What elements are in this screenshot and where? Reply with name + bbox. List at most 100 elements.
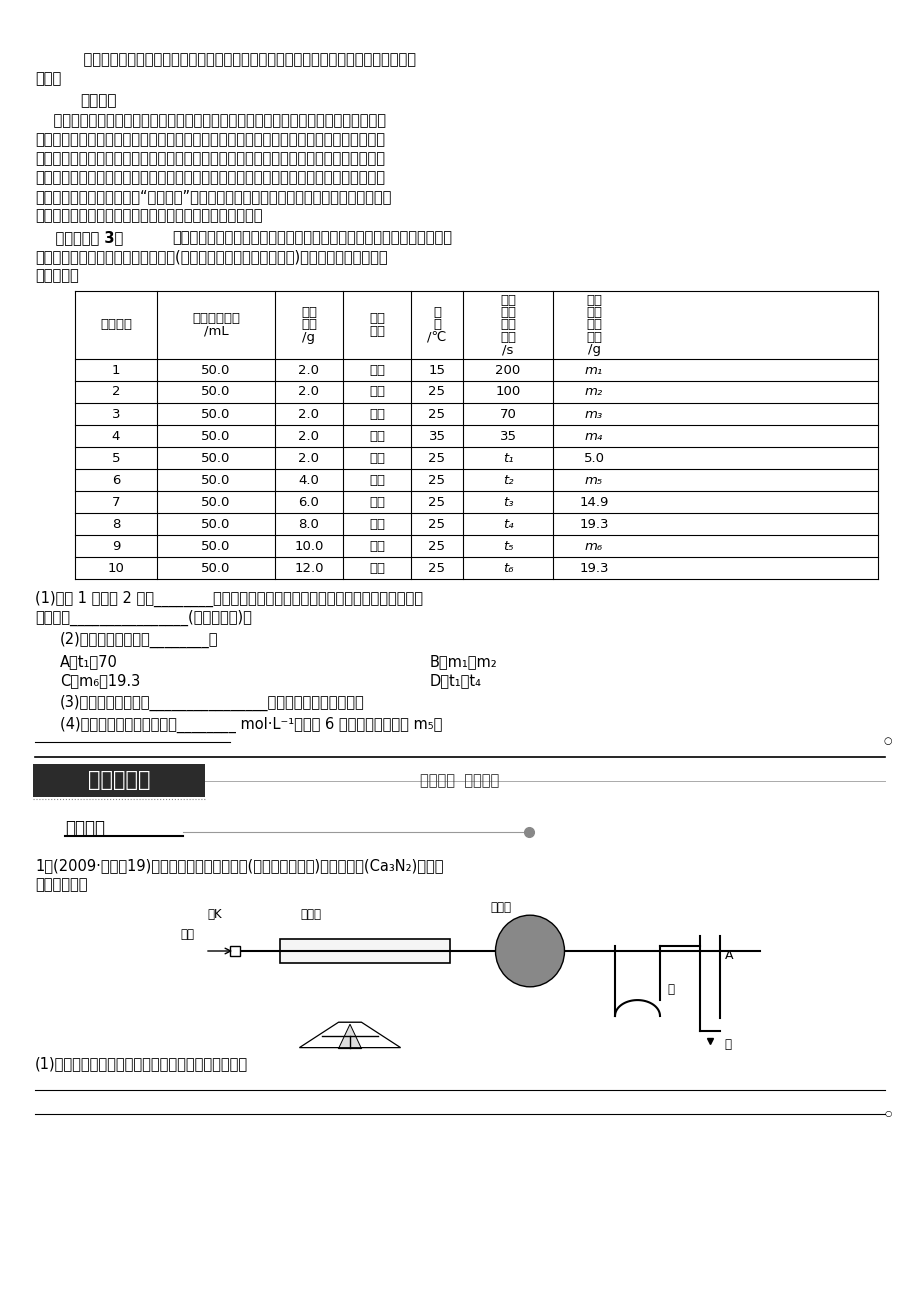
Text: D．t₁＞t₄: D．t₁＞t₄: [429, 673, 482, 687]
Text: 6.0: 6.0: [299, 496, 319, 509]
Text: 水: 水: [724, 1038, 731, 1051]
Text: 5: 5: [111, 452, 120, 465]
Text: 的组合，组合的一般原则是“变一定多”，即保持其他变量不变，改变其中一个变量的值进行: 的组合，组合的一般原则是“变一定多”，即保持其他变量不变，改变其中一个变量的值进…: [35, 189, 391, 204]
Text: 粉末: 粉末: [369, 561, 384, 574]
Text: 25: 25: [428, 474, 445, 487]
Text: m₆: m₆: [584, 539, 603, 552]
Text: 5.0: 5.0: [583, 452, 604, 465]
Text: 质量: 质量: [301, 319, 317, 332]
Text: C．m₆＝19.3: C．m₆＝19.3: [60, 673, 140, 687]
Text: 50.0: 50.0: [201, 474, 231, 487]
Text: 14.9: 14.9: [579, 496, 608, 509]
Text: 50.0: 50.0: [201, 363, 231, 376]
Text: /g: /g: [587, 344, 600, 357]
Text: 3: 3: [111, 408, 120, 421]
Text: 200: 200: [494, 363, 520, 376]
Text: 50.0: 50.0: [201, 561, 231, 574]
Text: m₂: m₂: [584, 385, 603, 398]
Text: t₂: t₂: [502, 474, 513, 487]
Text: 硫酸: 硫酸: [585, 306, 601, 319]
Text: 6: 6: [112, 474, 120, 487]
Text: (1)按图连接好实验装置。检查装置的气密性，方法是: (1)按图连接好实验装置。检查装置的气密性，方法是: [35, 1056, 248, 1072]
Text: 金属馒: 金属馒: [300, 907, 321, 921]
Text: 8: 8: [112, 517, 120, 530]
Text: B．m₁＜m₂: B．m₁＜m₂: [429, 654, 497, 669]
Text: 颗粒: 颗粒: [369, 408, 384, 421]
Text: t₄: t₄: [502, 517, 513, 530]
Text: A．t₁＜70: A．t₁＜70: [60, 654, 118, 669]
Text: 50.0: 50.0: [201, 430, 231, 443]
Text: 颗粒: 颗粒: [369, 430, 384, 443]
Text: /mL: /mL: [203, 324, 228, 337]
Text: 50.0: 50.0: [201, 517, 231, 530]
Text: 19.3: 19.3: [579, 561, 608, 574]
Text: 2.0: 2.0: [298, 363, 319, 376]
Text: 解题策略: 解题策略: [80, 92, 117, 108]
Text: 时间: 时间: [499, 331, 516, 344]
Text: 70: 70: [499, 408, 516, 421]
Polygon shape: [299, 1022, 400, 1048]
Text: 4.0: 4.0: [299, 474, 319, 487]
Text: 处理相关实验问题时，需要注意以下内容：一是要选择合适的化学反应，所选择的反应: 处理相关实验问题时，需要注意以下内容：一是要选择合适的化学反应，所选择的反应: [35, 113, 386, 128]
Text: 50.0: 50.0: [201, 385, 231, 398]
Text: 100: 100: [494, 385, 520, 398]
Text: 稀硫酸的体积: 稀硫酸的体积: [192, 312, 240, 326]
Text: (2)下列说法正确的是________。: (2)下列说法正确的是________。: [60, 631, 219, 648]
Text: m₄: m₄: [584, 430, 603, 443]
Text: 干燥剂: 干燥剂: [490, 901, 510, 914]
Text: 25: 25: [428, 496, 445, 509]
Text: 4: 4: [112, 430, 120, 443]
Text: 粉末: 粉末: [369, 539, 384, 552]
Text: (1)实验 1 和实验 2 表明________对化学反应速率有影响，对同一规律进行研究的实验还: (1)实验 1 和实验 2 表明________对化学反应速率有影响，对同一规律…: [35, 591, 423, 607]
Text: 典型的变量探究型实验，往往涉及有关影响化学反应速率、化学平衡移动规律等方面的: 典型的变量探究型实验，往往涉及有关影响化学反应速率、化学平衡移动规律等方面的: [65, 52, 415, 66]
Text: 度间的差别也不能太大。三是反应体系的温度，要有规律地设计不同的反应体系的温度，也: 度间的差别也不能太大。三是反应体系的温度，要有规律地设计不同的反应体系的温度，也: [35, 151, 384, 165]
Text: 度: 度: [433, 319, 440, 332]
Text: 25: 25: [428, 385, 445, 398]
Text: t₁: t₁: [502, 452, 513, 465]
Text: 2.0: 2.0: [298, 408, 319, 421]
Text: 12.0: 12.0: [294, 561, 323, 574]
Text: 溶于: 溶于: [499, 306, 516, 319]
Text: 锄的: 锄的: [301, 306, 317, 319]
Text: 50.0: 50.0: [201, 539, 231, 552]
Polygon shape: [338, 1025, 360, 1048]
Text: 9: 9: [112, 539, 120, 552]
Text: 锄的: 锄的: [369, 312, 384, 326]
Text: 8.0: 8.0: [299, 517, 319, 530]
Text: 水: 水: [666, 983, 674, 996]
Text: (3)本实验还可以研究________________对化学反应速率的影响。: (3)本实验还可以研究________________对化学反应速率的影响。: [60, 695, 364, 711]
Text: 薄片: 薄片: [369, 363, 384, 376]
Text: m₅: m₅: [584, 474, 603, 487]
Bar: [338, 1022, 361, 1048]
Text: /s: /s: [502, 344, 513, 357]
Text: 50.0: 50.0: [201, 452, 231, 465]
Text: 要注意物质的相应性质，不能选择会引起反应发生变化的体系温度。四是对变量要进行适当: 要注意物质的相应性质，不能选择会引起反应发生变化的体系温度。四是对变量要进行适当: [35, 171, 384, 185]
Text: 10.0: 10.0: [294, 539, 323, 552]
Text: 25: 25: [428, 561, 445, 574]
Text: 粉末: 粉末: [369, 517, 384, 530]
Text: 2.0: 2.0: [298, 452, 319, 465]
Text: m₁: m₁: [584, 363, 603, 376]
Text: 35: 35: [428, 430, 445, 443]
Text: 酸的: 酸的: [499, 319, 516, 332]
Text: 50.0: 50.0: [201, 408, 231, 421]
Text: 不能太灵敏，也不能太迟钔。二是反应物的浓度要适当，不能太大，而探索浓度变量时，浓: 不能太灵敏，也不能太迟钔。二是反应物的浓度要适当，不能太大，而探索浓度变量时，浓: [35, 132, 384, 147]
Text: 氮气: 氮气: [180, 928, 194, 941]
Bar: [33, 764, 205, 797]
Text: ○: ○: [883, 1109, 891, 1118]
Text: 15: 15: [428, 363, 445, 376]
Text: t₅: t₅: [502, 539, 513, 552]
Text: 1．(2009·广东，19)某实验小组利用如下装置(部分固定装置略)制备氮化馒(Ca₃N₂)，并探: 1．(2009·广东，19)某实验小组利用如下装置(部分固定装置略)制备氮化馒(…: [35, 858, 443, 874]
Text: 高考集训: 高考集训: [65, 819, 105, 837]
Text: 25: 25: [428, 452, 445, 465]
Text: 完全: 完全: [499, 293, 516, 306]
Text: ○: ○: [882, 736, 891, 746]
Text: 薄片: 薄片: [369, 385, 384, 398]
Text: 量浓度的稀硫酸和锄反应的实验数据(计算结果精确到小数点后一位)。分析以下数据，回答: 量浓度的稀硫酸和锄反应的实验数据(计算结果精确到小数点后一位)。分析以下数据，回…: [35, 249, 387, 264]
Text: 1: 1: [111, 363, 120, 376]
Text: 锄的: 锄的: [585, 319, 601, 332]
Text: A: A: [724, 949, 732, 962]
Text: 实验，测定数据，通过系列实验，找出变量对反应的影响。: 实验，测定数据，通过系列实验，找出变量对反应的影响。: [35, 208, 262, 223]
Text: 25: 25: [428, 408, 445, 421]
Text: 精题精练  规范答题: 精题精练 规范答题: [420, 773, 499, 788]
